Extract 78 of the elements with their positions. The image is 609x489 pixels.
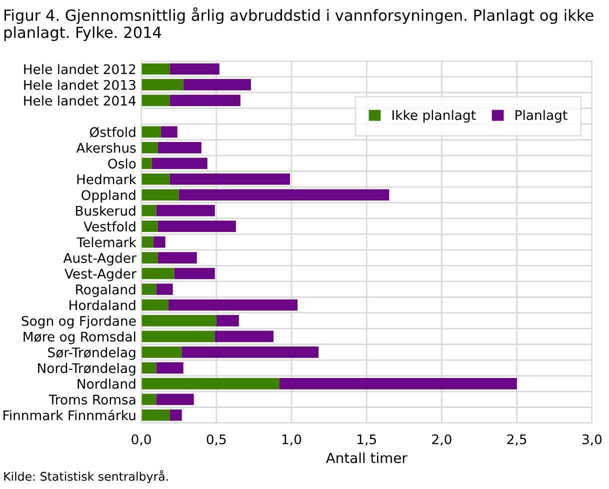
x-axis-title: Antall timer <box>326 452 408 464</box>
bar <box>141 409 170 421</box>
bar <box>158 142 202 154</box>
y-tick-label: Sogn og Fjordane <box>22 316 136 328</box>
bar <box>216 315 239 326</box>
bar <box>141 378 280 390</box>
y-tick-label: Hele landet 2012 <box>24 64 136 74</box>
y-tick-label: Buskerud <box>76 206 136 216</box>
bar <box>214 330 274 342</box>
bar <box>141 220 158 232</box>
bar <box>170 94 240 106</box>
bar <box>156 204 215 216</box>
bar <box>141 330 215 342</box>
bar <box>279 378 517 390</box>
y-tick-label: Troms Romsa <box>48 394 136 405</box>
y-tick-label: Nord-Trøndelag <box>38 362 136 376</box>
bar <box>170 409 182 421</box>
bar <box>156 284 173 295</box>
y-tick-label: Sør-Trøndelag <box>48 347 136 360</box>
bar <box>152 158 208 170</box>
bar <box>141 204 156 216</box>
y-tick-label: Oslo <box>108 158 136 169</box>
x-tick-label: 2,5 <box>507 434 526 446</box>
x-tick-label: 0,0 <box>132 434 151 446</box>
bar <box>174 268 215 280</box>
y-tick-label: Hele landet 2014 <box>24 95 136 106</box>
bar <box>141 63 170 75</box>
legend-label: Ikke planlagt <box>392 110 476 123</box>
y-tick-label: Møre og Romsdal <box>24 331 136 344</box>
x-tick-label: 1,5 <box>358 434 376 446</box>
bar <box>141 299 168 311</box>
y-tick-label: Vestfold <box>84 221 136 232</box>
bar <box>156 394 194 406</box>
bar <box>141 268 174 280</box>
y-tick-label: Akershus <box>76 142 136 153</box>
x-tick-label: 1,0 <box>282 434 302 446</box>
bar <box>141 236 154 248</box>
bar <box>141 142 158 154</box>
bar <box>160 126 178 138</box>
y-tick-label: Aust-Agder <box>63 252 136 266</box>
bar <box>141 126 161 138</box>
bar <box>141 362 156 374</box>
bar <box>141 346 182 358</box>
bar <box>156 362 184 374</box>
bar <box>141 158 152 170</box>
y-tick-label: Telemark <box>76 237 136 248</box>
y-tick-label: Hele landet 2013 <box>24 80 136 90</box>
bar <box>141 252 158 264</box>
bar <box>141 173 170 185</box>
bar <box>178 189 390 201</box>
bar <box>158 220 236 232</box>
bar <box>182 346 319 358</box>
y-tick-label: Nordland <box>78 378 136 389</box>
bar <box>141 394 156 406</box>
bar <box>141 79 184 90</box>
y-tick-label: Vest-Agder <box>64 268 136 282</box>
y-tick-label: Hordaland <box>70 300 136 310</box>
legend-label: Planlagt <box>516 110 568 123</box>
x-tick-label: 2,0 <box>432 434 452 446</box>
x-tick-label: 0,5 <box>206 434 226 446</box>
chart-title: Figur 4. Gjennomsnittlig årlig avbruddstid i vannforsyningen. Planlagt og ikke planlagt. Fylke. 2014 <box>4 7 594 42</box>
y-tick-label: Østfold <box>90 126 136 138</box>
bar <box>141 284 156 295</box>
y-tick-label: Rogaland <box>76 284 136 298</box>
bar <box>183 79 251 90</box>
x-tick-label: 3,0 <box>582 434 602 446</box>
y-tick-label: Finnmark Finnmárku <box>4 410 136 420</box>
text: Kilde: Statistisk sentralbyrå. <box>4 470 168 484</box>
bar <box>141 315 216 326</box>
bar <box>141 189 179 201</box>
y-tick-label: Hedmark <box>77 174 136 184</box>
bar <box>170 173 290 185</box>
bar <box>141 94 170 106</box>
y-tick-label: Oppland <box>82 190 136 203</box>
bar <box>158 252 197 264</box>
bar <box>153 236 166 248</box>
bar <box>170 63 220 75</box>
bar <box>168 299 298 311</box>
